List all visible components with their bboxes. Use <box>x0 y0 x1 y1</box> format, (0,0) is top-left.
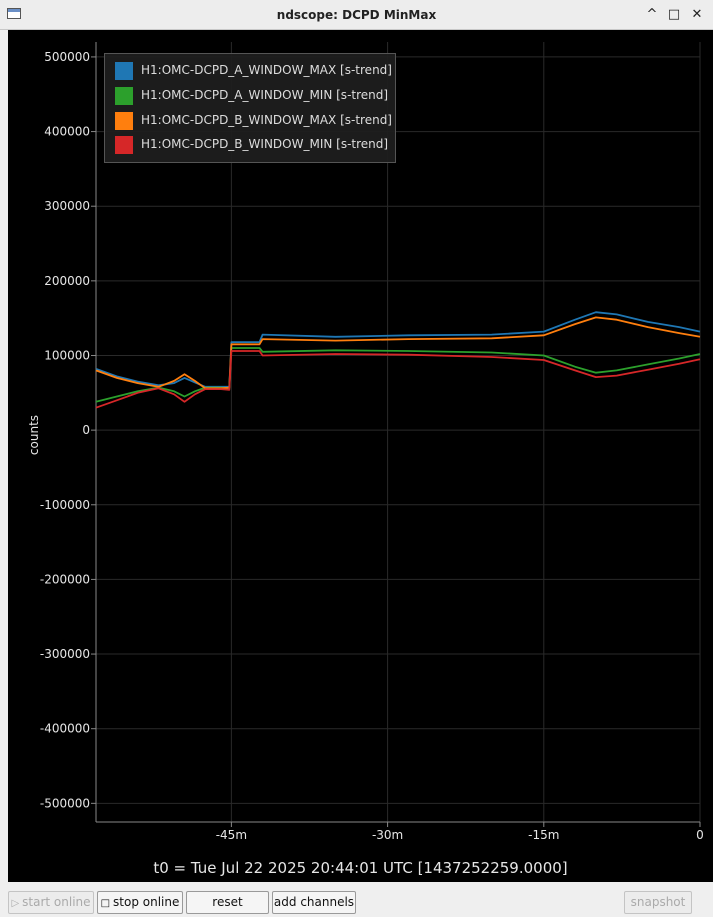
y-tick-label: 0 <box>82 423 90 437</box>
minimize-icon[interactable]: ^ <box>646 7 658 22</box>
legend-swatch <box>115 62 133 80</box>
add-channels-button[interactable]: add channels <box>272 891 356 914</box>
y-tick-label: 300000 <box>44 199 90 213</box>
y-tick-label: 100000 <box>44 348 90 362</box>
y-tick-label: -100000 <box>40 498 90 512</box>
legend-label: H1:OMC-DCPD_A_WINDOW_MIN [s-trend] <box>141 88 389 102</box>
start-online-button[interactable]: ▷ start online <box>8 891 94 914</box>
x-tick-label: -45m <box>216 828 247 842</box>
y-tick-label: -200000 <box>40 572 90 586</box>
y-tick-labels: 500000 400000 300000 200000 100000 0 -100000 -2… <box>40 50 90 810</box>
y-tick-label: 400000 <box>44 125 90 139</box>
series-lines <box>95 311 701 409</box>
y-axis-label: counts <box>27 415 41 455</box>
grid-lines <box>96 42 701 822</box>
chart-canvas[interactable]: 500000 400000 300000 200000 100000 0 -100000 -2… <box>8 30 713 882</box>
series-line-0 <box>95 311 701 388</box>
series-line-3 <box>95 350 701 409</box>
stop-online-button[interactable]: □ stop online <box>97 891 183 914</box>
legend-swatch <box>115 112 133 130</box>
series-line-2 <box>95 316 701 390</box>
maximize-icon[interactable]: □ <box>667 7 681 22</box>
axes <box>91 42 701 827</box>
close-icon[interactable]: ✕ <box>691 7 703 22</box>
x-tick-labels: -45m -30m -15m 0 <box>216 828 704 842</box>
y-tick-label: -400000 <box>40 722 90 736</box>
legend-label: H1:OMC-DCPD_B_WINDOW_MAX [s-trend] <box>141 113 392 127</box>
x-tick-label: 0 <box>696 828 704 842</box>
snapshot-button[interactable]: snapshot <box>624 891 692 914</box>
y-tick-label: -300000 <box>40 647 90 661</box>
window-title: ndscope: DCPD MinMax <box>276 8 437 22</box>
play-icon: ▷ <box>11 898 20 909</box>
stop-online-label: stop online <box>113 895 180 909</box>
legend-swatch <box>115 136 133 154</box>
toolbar: ▷ start online □ stop online reset add cha… <box>0 888 713 917</box>
legend-label: H1:OMC-DCPD_B_WINDOW_MIN [s-trend] <box>141 137 389 151</box>
reset-button[interactable]: reset <box>186 891 269 914</box>
legend-swatch <box>115 87 133 105</box>
x-tick-label: -15m <box>528 828 559 842</box>
stop-icon: □ <box>100 898 111 909</box>
y-tick-label: -500000 <box>40 796 90 810</box>
y-tick-label: 500000 <box>44 50 90 64</box>
legend-label: H1:OMC-DCPD_A_WINDOW_MAX [s-trend] <box>141 63 392 77</box>
x-axis-label: t0 = Tue Jul 22 2025 20:44:01 UTC [14372… <box>153 859 568 877</box>
app-window-icon <box>7 8 21 19</box>
start-online-label: start online <box>22 895 91 909</box>
window-titlebar: ndscope: DCPD MinMax ^ □ ✕ <box>0 0 713 30</box>
y-tick-label: 200000 <box>44 274 90 288</box>
x-tick-label: -30m <box>372 828 403 842</box>
legend[interactable]: H1:OMC-DCPD_A_WINDOW_MAX [s-trend] H1:OM… <box>104 53 396 163</box>
series-line-1 <box>95 347 701 403</box>
plot-area[interactable]: 500000 400000 300000 200000 100000 0 -100000 -2… <box>8 30 713 882</box>
